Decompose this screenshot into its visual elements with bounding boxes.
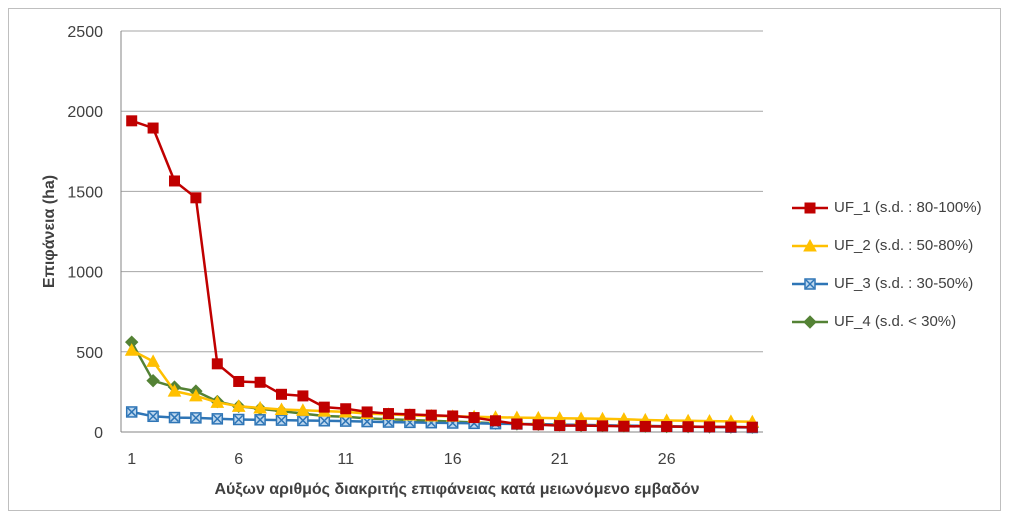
x-tick-label: 11 [337, 451, 354, 468]
legend-swatch-uf2 [790, 236, 830, 256]
data-point-uf1 [705, 422, 715, 432]
data-point-uf1 [405, 409, 415, 419]
x-tick-label: 26 [658, 451, 676, 468]
data-point-uf1 [448, 411, 458, 421]
data-point-uf3 [319, 416, 329, 426]
data-point-uf1 [640, 421, 650, 431]
plot-area [121, 31, 763, 432]
y-tick-label: 2500 [67, 24, 103, 41]
legend-swatch-uf1 [790, 198, 830, 218]
legend-marker [805, 279, 815, 289]
legend-swatch-uf4 [790, 312, 830, 332]
data-point-uf1 [384, 409, 394, 419]
data-point-uf3 [255, 415, 265, 425]
data-point-uf1 [319, 402, 329, 412]
data-point-uf1 [298, 391, 308, 401]
data-point-uf1 [277, 389, 287, 399]
x-tick-label: 6 [234, 451, 243, 468]
data-point-uf1 [619, 421, 629, 431]
data-point-uf3 [191, 413, 201, 423]
data-point-uf3 [212, 414, 222, 424]
legend-label-uf4: UF_4 (s.d. < 30%) [834, 312, 956, 332]
data-point-uf3 [277, 415, 287, 425]
legend-label-uf1: UF_1 (s.d. : 80-100%) [834, 198, 982, 218]
data-point-uf3 [127, 407, 137, 417]
x-tick-label: 21 [551, 451, 569, 468]
legend-label-uf2: UF_2 (s.d. : 50-80%) [834, 236, 973, 256]
data-point-uf1 [191, 193, 201, 203]
y-tick-label: 1500 [67, 184, 103, 201]
legend-swatch-uf3 [790, 274, 830, 294]
data-point-uf1 [362, 407, 372, 417]
data-point-uf3 [148, 411, 158, 421]
y-axis-title: Επιφάνεια (ha) [41, 175, 58, 288]
data-point-uf3 [298, 415, 308, 425]
data-point-uf1 [469, 413, 479, 423]
data-point-uf1 [255, 377, 265, 387]
data-point-uf1 [533, 420, 543, 430]
x-tick-label: 1 [127, 451, 136, 468]
data-point-uf1 [212, 359, 222, 369]
data-point-uf1 [512, 419, 522, 429]
data-point-uf1 [426, 410, 436, 420]
y-tick-label: 2000 [67, 104, 103, 121]
data-point-uf3 [170, 413, 180, 423]
y-tick-label: 1000 [67, 265, 103, 282]
data-point-uf1 [341, 404, 351, 414]
x-tick-label: 16 [444, 451, 462, 468]
data-point-uf1 [726, 422, 736, 432]
data-point-uf1 [747, 422, 757, 432]
data-point-uf1 [555, 421, 565, 431]
data-point-uf1 [662, 422, 672, 432]
data-point-uf3 [234, 414, 244, 424]
data-point-uf3 [341, 416, 351, 426]
y-tick-label: 0 [94, 425, 103, 442]
legend-label-uf3: UF_3 (s.d. : 30-50%) [834, 274, 973, 294]
data-point-uf1 [127, 116, 137, 126]
data-point-uf1 [576, 421, 586, 431]
data-point-uf1 [598, 421, 608, 431]
data-point-uf1 [683, 422, 693, 432]
legend-marker [804, 316, 816, 328]
y-tick-label: 500 [76, 345, 103, 362]
data-point-uf1 [170, 176, 180, 186]
data-point-uf1 [148, 123, 158, 133]
data-point-uf1 [234, 376, 244, 386]
legend-marker [805, 203, 815, 213]
x-axis-title: Αύξων αριθμός διακριτής επιφάνειας κατά … [214, 481, 699, 498]
data-point-uf1 [491, 416, 501, 426]
